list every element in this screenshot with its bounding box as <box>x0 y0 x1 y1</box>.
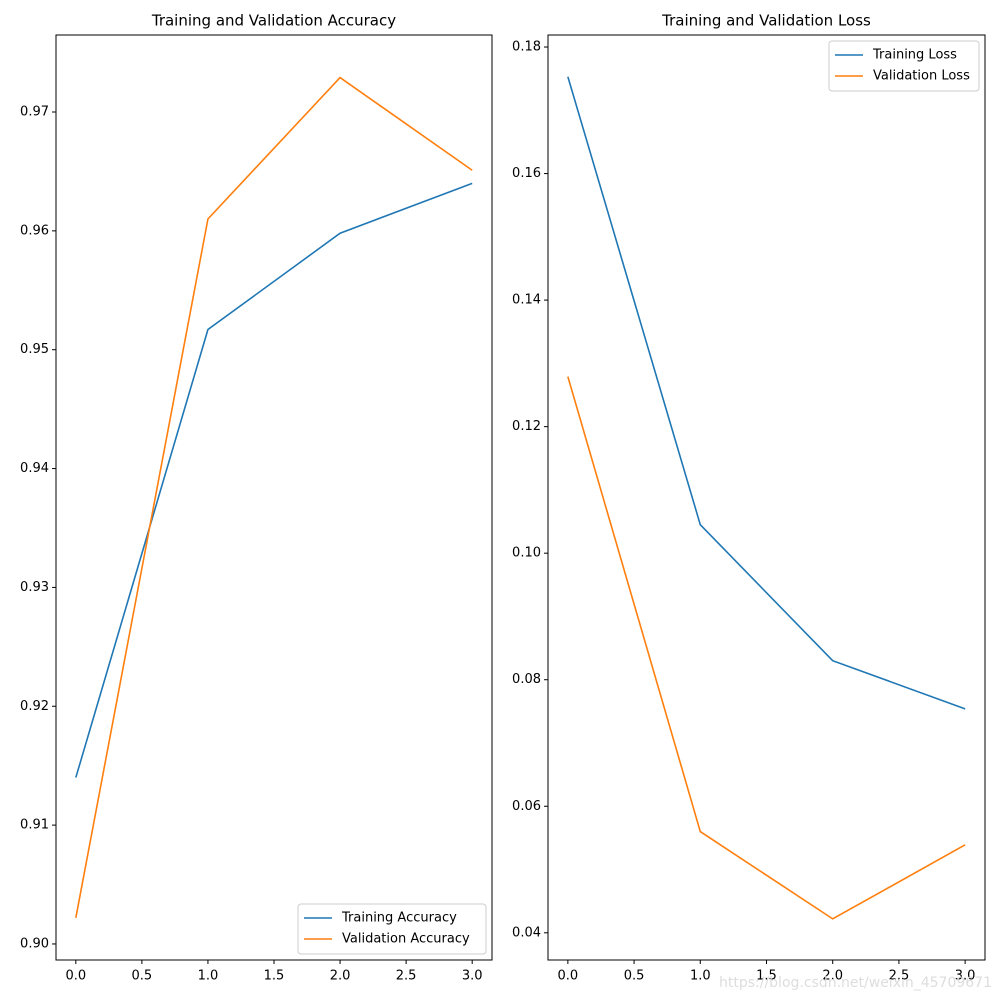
x-tick-label: 0.0 <box>558 969 579 984</box>
y-tick-label: 0.14 <box>512 293 541 308</box>
legend-box <box>297 903 487 955</box>
watermark: https://blog.csdn.net/weixin_45709671 <box>719 975 992 991</box>
y-tick-label: 0.97 <box>20 105 49 120</box>
y-tick-label: 0.18 <box>512 40 541 55</box>
legend-label: Training Accuracy <box>341 911 457 926</box>
y-tick-label: 0.94 <box>20 461 49 476</box>
x-tick-label: 3.0 <box>462 969 483 984</box>
chart-title: Training and Validation Accuracy <box>151 12 396 30</box>
y-tick-label: 0.06 <box>512 799 541 814</box>
x-tick-label: 1.5 <box>264 969 285 984</box>
series-line <box>75 76 473 918</box>
y-tick-label: 0.10 <box>512 546 541 561</box>
legend-box <box>828 40 980 92</box>
axes-frame <box>55 34 493 961</box>
legend-label: Validation Accuracy <box>342 932 470 947</box>
y-tick-label: 0.04 <box>512 925 541 940</box>
axes-frame <box>547 34 986 961</box>
y-tick-label: 0.12 <box>512 419 541 434</box>
y-tick-label: 0.95 <box>20 342 49 357</box>
y-tick-label: 0.92 <box>20 699 49 714</box>
legend-label: Validation Loss <box>873 69 970 84</box>
y-tick-label: 0.96 <box>20 223 49 238</box>
x-tick-label: 2.0 <box>822 969 843 984</box>
x-tick-label: 2.0 <box>330 969 351 984</box>
y-tick-label: 0.91 <box>20 818 49 833</box>
y-tick-label: 0.93 <box>20 580 49 595</box>
series-line <box>567 76 966 710</box>
x-tick-label: 0.5 <box>624 969 645 984</box>
x-tick-label: 3.0 <box>955 969 976 984</box>
x-tick-label: 0.5 <box>132 969 153 984</box>
y-tick-label: 0.08 <box>512 672 541 687</box>
x-tick-label: 1.0 <box>198 969 219 984</box>
series-line <box>75 182 473 778</box>
y-tick-label: 0.16 <box>512 166 541 181</box>
x-tick-label: 1.5 <box>756 969 777 984</box>
x-tick-label: 2.5 <box>889 969 910 984</box>
chart-title: Training and Validation Loss <box>661 12 871 30</box>
x-tick-label: 2.5 <box>396 969 417 984</box>
legend-label: Training Loss <box>872 48 957 63</box>
x-tick-label: 1.0 <box>690 969 711 984</box>
y-tick-label: 0.90 <box>20 936 49 951</box>
x-tick-label: 0.0 <box>65 969 86 984</box>
series-line <box>567 376 966 920</box>
